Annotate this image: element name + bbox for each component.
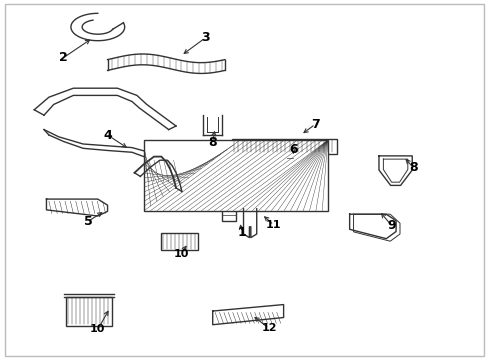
Text: 1: 1 (237, 226, 246, 239)
Bar (144, 140, 327, 211)
Text: 9: 9 (386, 219, 395, 231)
Bar (66, 297, 112, 326)
Text: 12: 12 (261, 323, 276, 333)
Text: 8: 8 (408, 161, 417, 174)
Text: 4: 4 (103, 129, 112, 141)
Text: 11: 11 (265, 220, 281, 230)
Bar (232, 139, 337, 154)
Text: 2: 2 (59, 51, 68, 64)
Bar (283, 154, 296, 161)
Text: 7: 7 (310, 118, 319, 131)
Text: 8: 8 (208, 136, 217, 149)
Bar (161, 233, 198, 250)
Text: 5: 5 (83, 215, 92, 228)
Text: 10: 10 (173, 249, 188, 259)
Text: 6: 6 (288, 143, 297, 156)
Bar (222, 208, 236, 221)
Text: 10: 10 (90, 324, 105, 334)
Text: 3: 3 (201, 31, 209, 44)
